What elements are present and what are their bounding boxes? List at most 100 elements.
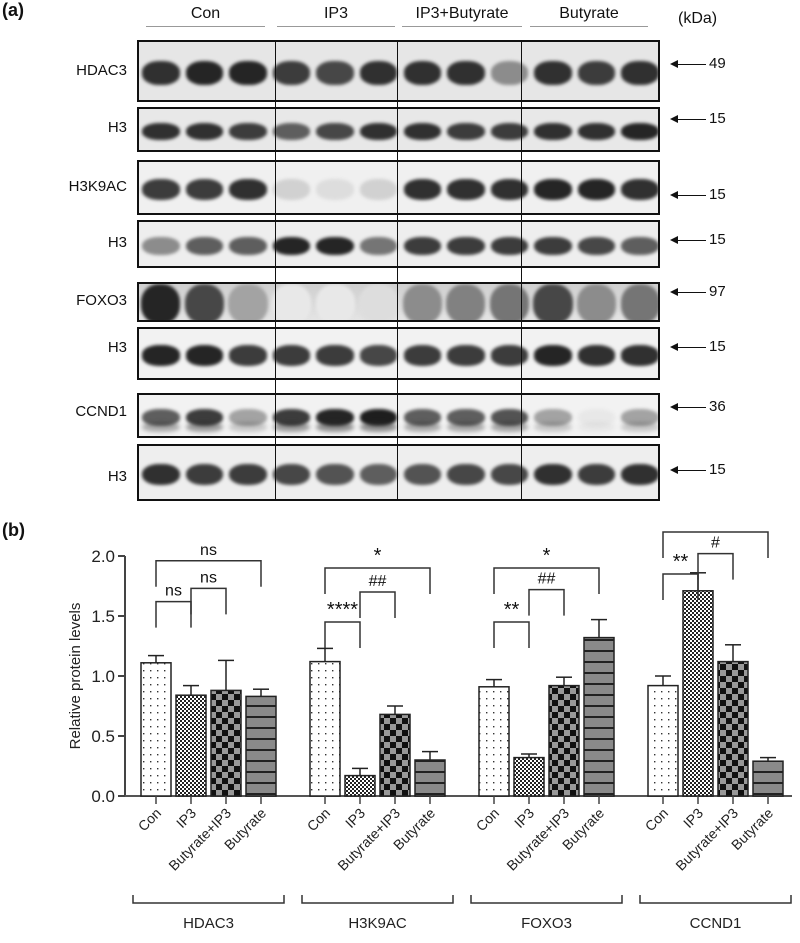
significance-label: ****	[327, 599, 358, 621]
kda-marker: 36	[670, 398, 726, 415]
arrow-left-icon	[670, 342, 706, 351]
lane-group-underline	[530, 26, 648, 27]
y-axis-title: Relative protein levels	[67, 603, 84, 750]
y-tick-label: 1.0	[91, 667, 115, 686]
significance-label: ns	[200, 542, 217, 559]
y-tick-label: 2.0	[91, 547, 115, 566]
blot-image	[137, 327, 660, 380]
significance-bracket	[662, 573, 699, 600]
lane-group-label: IP3	[323, 5, 348, 22]
lane-group-underline	[146, 26, 265, 27]
significance-bracket	[155, 600, 192, 628]
significance-label: *	[374, 545, 382, 567]
bar-chart: 0.0 0.5 1.0 1.5 2.0 Relative protein levels Co…	[67, 520, 792, 932]
significance-label: ##	[538, 571, 556, 588]
bar	[752, 760, 784, 797]
panel-a-label: (a)	[2, 0, 24, 20]
blot-image	[137, 107, 660, 152]
arrow-left-icon	[670, 114, 706, 123]
significance-label: **	[673, 551, 689, 573]
blot-label: CCND1	[75, 403, 127, 420]
significance-bracket	[190, 587, 227, 615]
kda-marker: 15	[670, 338, 726, 355]
significance-bracket	[493, 567, 600, 594]
y-tick-label: 0.0	[91, 787, 115, 806]
bar	[379, 713, 411, 797]
bar	[140, 662, 172, 797]
bar	[245, 695, 277, 797]
arrow-left-icon	[670, 235, 706, 244]
significance-bracket	[324, 621, 361, 648]
x-tick-label: IP3	[680, 805, 706, 831]
bar	[548, 684, 580, 797]
blot-label: H3	[107, 119, 127, 136]
bar	[513, 756, 545, 797]
lane-group-label: Butyrate	[559, 5, 619, 22]
x-tick-label: IP3	[511, 805, 537, 831]
significance-label: *	[712, 520, 720, 531]
kda-marker: 15	[670, 110, 726, 127]
lane-group-underline	[402, 26, 522, 27]
significance-bracket	[493, 621, 530, 648]
significance-label: #	[711, 535, 720, 552]
significance-bracket	[662, 531, 769, 558]
kda-marker: 15	[670, 186, 726, 203]
group-label: HDAC3	[183, 915, 234, 932]
y-tick-label: 0.5	[91, 727, 115, 746]
kda-value: 15	[709, 338, 726, 355]
blot-image	[137, 220, 660, 268]
significance-bracket	[324, 567, 431, 594]
bar	[210, 689, 242, 797]
kda-label: (kDa)	[678, 10, 718, 27]
significance-label: ##	[369, 573, 387, 590]
group-bracket	[132, 895, 285, 904]
bar	[682, 590, 714, 797]
kda-value: 36	[709, 398, 726, 415]
lane-group-underline	[277, 26, 395, 27]
arrow-left-icon	[670, 59, 706, 68]
arrow-left-icon	[670, 402, 706, 411]
arrow-left-icon	[670, 190, 706, 199]
significance-label: ns	[200, 569, 217, 586]
bar	[344, 774, 376, 797]
kda-value: 15	[709, 110, 726, 127]
kda-value: 15	[709, 231, 726, 248]
lane-divider	[397, 40, 398, 501]
group-label: H3K9AC	[348, 915, 407, 932]
blot-image	[137, 444, 660, 501]
kda-marker: 49	[670, 55, 726, 72]
group-label: CCND1	[690, 915, 742, 932]
blot-image	[137, 40, 660, 102]
blot-label: H3	[107, 339, 127, 356]
arrow-left-icon	[670, 287, 706, 296]
blot-label: H3K9AC	[68, 178, 127, 195]
bar	[414, 759, 446, 797]
x-tick-label: IP3	[173, 805, 199, 831]
blot-label: FOXO3	[76, 292, 127, 309]
kda-value: 49	[709, 55, 726, 72]
significance-bracket	[155, 560, 262, 587]
x-tick-label: Con	[304, 805, 333, 834]
bar	[647, 684, 679, 797]
blot-label: HDAC3	[76, 62, 127, 79]
lane-divider	[521, 40, 522, 501]
x-tick-label: IP3	[342, 805, 368, 831]
blot-image	[137, 393, 660, 438]
kda-value: 15	[709, 186, 726, 203]
group-label: FOXO3	[521, 915, 572, 932]
bar	[478, 686, 510, 797]
blot-image	[137, 282, 660, 322]
x-tick-label: Con	[473, 805, 502, 834]
bar	[309, 660, 341, 797]
significance-label: ns	[165, 583, 182, 600]
x-tick-label: Con	[135, 805, 164, 834]
significance-label: *	[543, 545, 551, 567]
kda-marker: 15	[670, 461, 726, 478]
lane-divider	[275, 40, 276, 501]
significance-bracket	[697, 552, 734, 580]
panel-b-label: (b)	[2, 520, 25, 540]
blot-label: H3	[107, 234, 127, 251]
lane-group-label: Con	[190, 5, 221, 22]
blot-image	[137, 160, 660, 215]
lane-group-label: IP3+Butyrate	[415, 5, 509, 22]
